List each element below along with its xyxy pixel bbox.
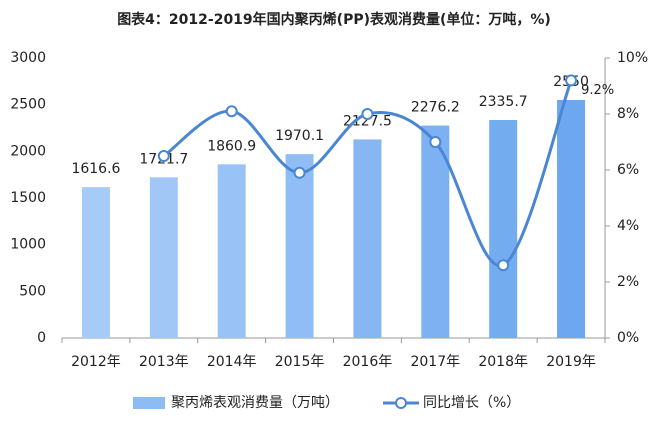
x-tick-label: 2016年	[343, 354, 393, 370]
bar	[149, 177, 178, 338]
bar	[285, 154, 314, 338]
line-value-label: 9.2%	[581, 83, 614, 98]
x-tick-label: 2013年	[139, 354, 189, 370]
y2-tick-label: 6%	[617, 162, 639, 178]
line-marker	[225, 105, 238, 118]
y-tick-label: 500	[19, 283, 46, 299]
y2-tick-label: 10%	[617, 50, 648, 66]
bar-value-label: 1616.6	[71, 161, 120, 177]
x-tick-label: 2015年	[275, 354, 325, 370]
bar	[489, 120, 518, 338]
bar	[557, 100, 586, 338]
y-tick-label: 0	[37, 330, 46, 346]
line-marker	[429, 136, 442, 148]
bar-value-label: 2276.2	[411, 100, 460, 116]
x-tick-label: 2014年	[207, 354, 257, 370]
bar-value-label: 2335.7	[479, 94, 528, 110]
legend-swatch	[395, 397, 407, 409]
x-tick-label: 2012年	[71, 354, 121, 370]
bar	[353, 139, 382, 338]
x-tick-label: 2017年	[410, 354, 460, 370]
y-tick-label: 1000	[10, 237, 46, 253]
y2-tick-label: 4%	[617, 218, 639, 234]
y2-tick-label: 0%	[617, 330, 639, 346]
line-marker	[293, 166, 306, 179]
line-marker	[157, 150, 170, 162]
legend-label: 同比增长（%）	[423, 395, 520, 411]
bar	[421, 125, 450, 339]
bar	[81, 187, 110, 338]
x-tick-label: 2019年	[546, 354, 596, 370]
line-marker	[497, 259, 510, 272]
y-tick-label: 1500	[10, 190, 46, 206]
y2-tick-label: 2%	[617, 274, 639, 290]
bar-value-label: 2127.5	[343, 113, 392, 129]
bar	[217, 164, 246, 338]
y2-tick-label: 8%	[617, 106, 639, 122]
bar-value-label: 1860.9	[207, 138, 256, 154]
y-tick-label: 3000	[10, 50, 46, 66]
legend-label: 聚丙烯表观消费量（万吨）	[171, 395, 339, 411]
line-marker	[565, 74, 578, 87]
chart-title: 图表4：2012-2019年国内聚丙烯(PP)表观消费量(单位：万吨，%)	[117, 11, 551, 28]
legend-swatch	[133, 397, 165, 409]
y-tick-label: 2000	[10, 143, 46, 159]
y-tick-label: 2500	[10, 97, 46, 113]
bar-value-label: 1970.1	[275, 128, 324, 144]
x-tick-label: 2018年	[478, 354, 528, 370]
line-marker	[361, 108, 374, 120]
